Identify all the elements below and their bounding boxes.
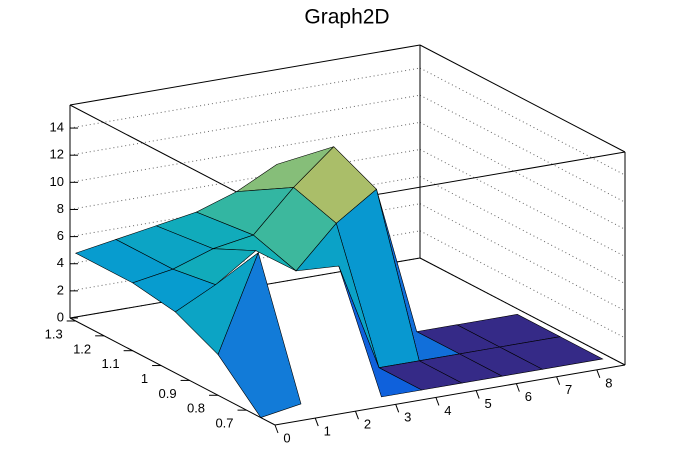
y-tick-label: 1.1	[102, 356, 120, 371]
x-tick-label: 6	[525, 389, 532, 404]
z-tick-label: 6	[57, 228, 64, 243]
y-tick-label: 0.8	[187, 401, 205, 416]
grid-line	[419, 67, 626, 176]
y-tick-label: 0.7	[215, 416, 233, 431]
x-tick	[515, 383, 520, 392]
grid-line	[419, 94, 626, 203]
z-tick-label: 4	[57, 255, 64, 270]
x-tick	[596, 369, 601, 379]
surface-cell	[217, 251, 302, 418]
x-tick	[556, 376, 561, 385]
z-tick-label: 10	[50, 174, 64, 189]
x-tick	[274, 424, 279, 434]
y-tick-label: 0.9	[159, 386, 177, 401]
box-edge	[419, 44, 626, 153]
y-tick-label: 1	[141, 371, 148, 386]
x-tick-label: 5	[485, 396, 492, 411]
chart-title: Graph2D	[304, 6, 389, 29]
grid-line	[419, 203, 626, 312]
z-tick-label: 8	[57, 201, 64, 216]
x-tick	[395, 404, 400, 413]
x-tick	[354, 411, 359, 420]
box-edge	[419, 257, 626, 366]
grid-line	[419, 149, 626, 257]
x-tick-label: 7	[565, 382, 572, 397]
x-tick-label: 8	[605, 375, 612, 390]
x-tick	[435, 397, 440, 406]
x-tick	[475, 390, 480, 399]
z-tick-label: 0	[57, 309, 64, 324]
x-tick-label: 2	[364, 417, 371, 432]
grid-line	[419, 176, 626, 285]
z-tick-label: 2	[57, 282, 64, 297]
grid-line	[419, 230, 626, 339]
x-tick-label: 1	[324, 424, 331, 439]
x-tick	[314, 417, 319, 427]
grid-line	[419, 121, 626, 230]
x-tick-label: 4	[444, 403, 451, 418]
box-edge	[69, 44, 421, 106]
z-tick-label: 12	[50, 147, 64, 162]
y-tick-label: 1.2	[73, 341, 91, 356]
x-tick-label: 0	[283, 430, 290, 445]
z-tick-label: 14	[50, 120, 64, 135]
surface-cell	[338, 265, 423, 398]
x-tick-label: 3	[404, 410, 411, 425]
y-tick-label: 1.3	[45, 326, 63, 341]
x-axis	[274, 364, 626, 426]
